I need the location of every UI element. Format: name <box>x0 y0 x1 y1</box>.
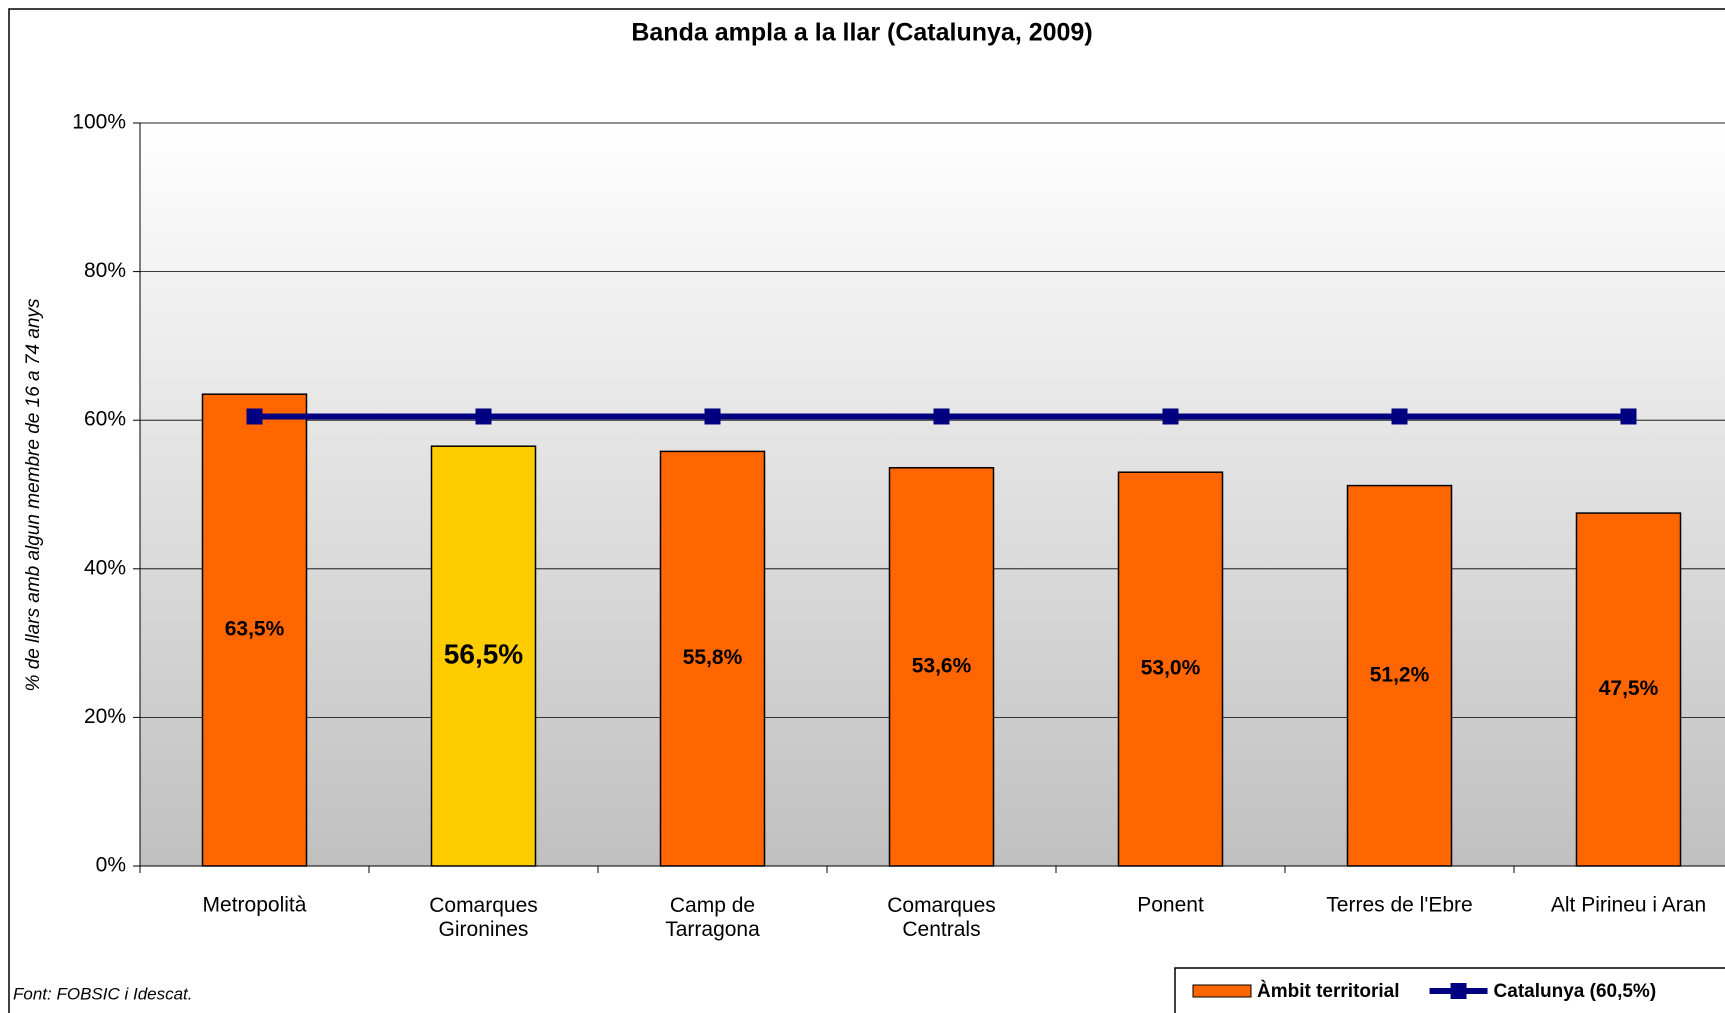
x-tick-label: Camp de Tarragona <box>665 894 760 941</box>
line-marker <box>1162 408 1179 425</box>
y-tick-label: 80% <box>84 259 126 282</box>
y-axis-label: % de llars amb algun membre de 16 a 74 a… <box>23 298 44 691</box>
data-label: 47,5% <box>1599 677 1659 700</box>
line-marker <box>475 408 492 425</box>
data-label: 53,6% <box>912 654 972 677</box>
x-tick-label: Comarques Centrals <box>887 894 996 941</box>
y-tick-label: 40% <box>84 556 126 579</box>
x-tick-label: Alt Pirineu i Aran <box>1551 894 1706 917</box>
line-marker <box>933 408 950 425</box>
x-tick-label: Metropolità <box>203 894 307 917</box>
x-tick-label: Comarques Gironines <box>429 894 538 941</box>
line-marker <box>1620 408 1637 425</box>
y-tick-label: 20% <box>84 705 126 728</box>
line-marker <box>1391 408 1408 425</box>
legend-label: Catalunya (60,5%) <box>1494 981 1657 1002</box>
x-tick-label: Ponent <box>1137 894 1204 917</box>
y-tick-label: 100% <box>72 111 126 134</box>
y-tick-label: 0% <box>96 854 126 877</box>
x-tick-label: Terres de l'Ebre <box>1326 894 1472 917</box>
bar <box>888 467 995 867</box>
chart-title: Banda ampla a la llar (Catalunya, 2009) <box>631 19 1092 47</box>
bar <box>1117 471 1224 867</box>
bar <box>1575 512 1682 867</box>
legend-label: Àmbit territorial <box>1257 980 1400 1002</box>
line-marker <box>704 408 721 425</box>
source-note: Font: FOBSIC i Idescat. <box>13 984 193 1003</box>
data-label: 53,0% <box>1141 657 1201 680</box>
data-label: 55,8% <box>683 646 743 669</box>
data-label: 63,5% <box>225 618 285 641</box>
bar <box>659 450 766 867</box>
data-label: 56,5% <box>444 638 523 669</box>
bar <box>201 393 308 867</box>
legend-swatch <box>1192 984 1252 998</box>
bar <box>430 445 537 867</box>
bar <box>1346 484 1453 867</box>
data-label: 51,2% <box>1370 663 1430 686</box>
line-marker <box>246 408 263 425</box>
y-tick-label: 60% <box>84 408 126 431</box>
legend-swatch <box>1450 983 1467 999</box>
